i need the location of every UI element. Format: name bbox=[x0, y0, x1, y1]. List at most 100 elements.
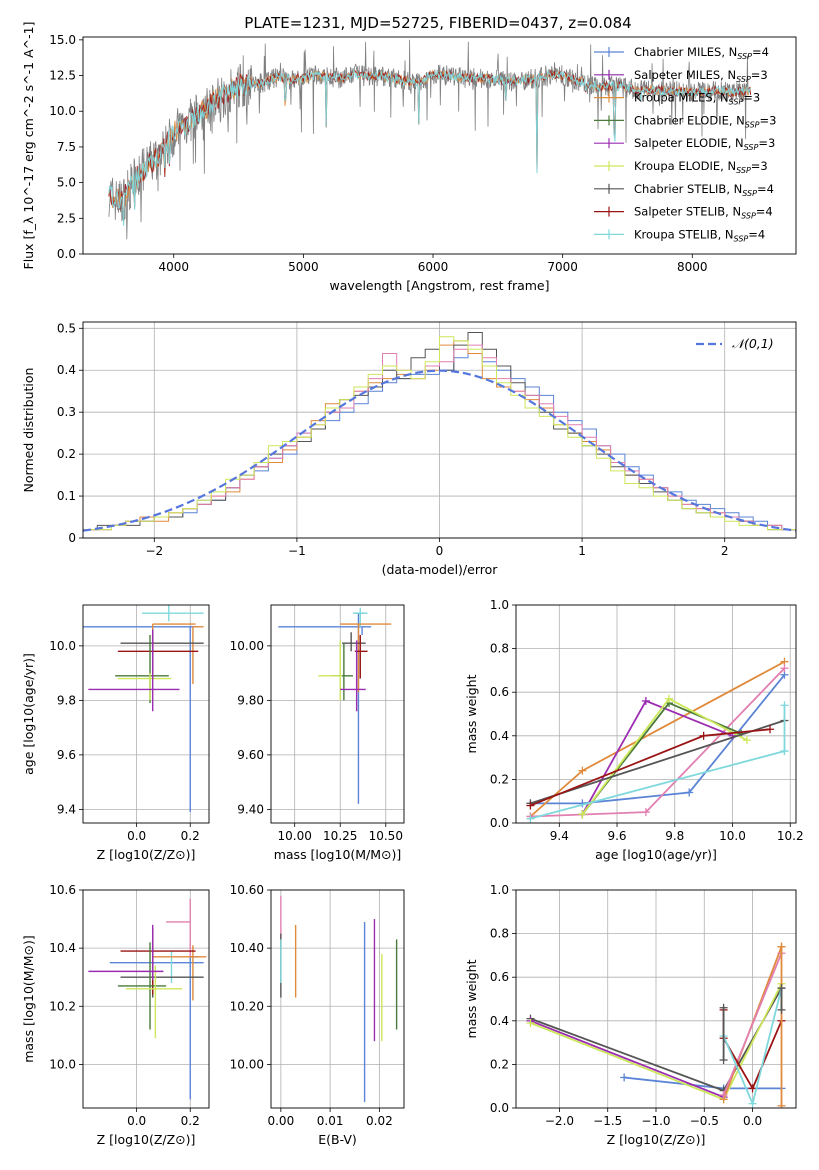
mass-weight-line bbox=[530, 1019, 724, 1098]
legend-label: Kroupa STELIB, NSSP=4 bbox=[634, 227, 765, 243]
y-tick-label: 0.4 bbox=[490, 1014, 509, 1028]
x-tick-label: −2 bbox=[145, 544, 163, 558]
plot-area bbox=[88, 898, 207, 1100]
y-tick-label: 0.8 bbox=[490, 927, 509, 941]
y-tick-label: 9.4 bbox=[57, 802, 76, 816]
axes-frame bbox=[270, 604, 405, 824]
x-tick-label: 10.25 bbox=[323, 829, 357, 843]
x-tick-label: 9.8 bbox=[665, 829, 684, 843]
errorbar-point bbox=[189, 956, 199, 1100]
x-tick-label: 0.02 bbox=[366, 1114, 393, 1128]
y-tick-label: 10.0 bbox=[49, 1057, 76, 1071]
y-tick-label: 10.0 bbox=[49, 639, 76, 653]
y-tick-label: 0.1 bbox=[57, 489, 76, 503]
legend-label-subscript: SSP bbox=[741, 212, 756, 221]
axes-frame bbox=[82, 321, 797, 539]
x-tick-label: 6000 bbox=[418, 260, 449, 274]
x-tick-label: 10.00 bbox=[278, 829, 312, 843]
legend-label: Chabrier ELODIE, NSSP=3 bbox=[634, 113, 776, 129]
legend-label-subscript: SSP bbox=[742, 189, 757, 198]
y-tick-label: 10.4 bbox=[49, 941, 76, 955]
errorbar-point bbox=[141, 605, 204, 622]
y-axis-label: mass [log10(M/M⊙)] bbox=[21, 935, 36, 1063]
mass-weight-line bbox=[530, 750, 785, 820]
legend-label-subscript: SSP bbox=[744, 143, 759, 152]
x-tick-label: −1.5 bbox=[593, 1114, 622, 1128]
axes-frame bbox=[82, 604, 210, 824]
legend-label-value: =4 bbox=[756, 205, 773, 219]
errorbar-point bbox=[166, 898, 191, 957]
x-tick-label: 7000 bbox=[547, 260, 578, 274]
errorbar-point bbox=[342, 632, 366, 652]
axes-frame bbox=[82, 889, 210, 1109]
y-tick-label: 10.40 bbox=[230, 941, 264, 955]
x-tick-label: 5000 bbox=[288, 260, 319, 274]
x-tick-label: 9.4 bbox=[550, 829, 569, 843]
legend-label-text: Kroupa STELIB, N bbox=[634, 227, 734, 241]
legend-label: 𝒩(0,1) bbox=[732, 336, 774, 351]
legend-label-value: =3 bbox=[758, 136, 775, 150]
y-tick-label: 0.6 bbox=[490, 970, 509, 984]
y-tick-label: 0.2 bbox=[490, 1057, 509, 1071]
plot-area bbox=[526, 942, 786, 1108]
errorbar-point bbox=[83, 626, 191, 633]
legend-label: Salpeter STELIB, NSSP=4 bbox=[634, 205, 773, 221]
x-tick-label: 0.00 bbox=[267, 1114, 294, 1128]
y-tick-label: 0.6 bbox=[490, 685, 509, 699]
y-tick-label: 1.0 bbox=[490, 598, 509, 612]
mass-weight-line bbox=[530, 728, 771, 807]
y-tick-label: 0.2 bbox=[57, 447, 76, 461]
x-tick-label: 0.0 bbox=[127, 1114, 146, 1128]
x-axis-label: age [log10(age/yr)] bbox=[595, 847, 717, 862]
errorbar-point bbox=[318, 640, 343, 701]
mass-weight-line bbox=[530, 674, 786, 805]
plot-area bbox=[280, 895, 398, 1103]
axes-frame bbox=[270, 889, 405, 1109]
residuals-panel: −2 −1 0 1 2 0 0.1 0.2 0.3 0.4 0.5 (data-model)/erro… bbox=[21, 321, 797, 577]
y-tick-label: 10.00 bbox=[230, 1057, 264, 1071]
x-tick-label: 2 bbox=[721, 544, 729, 558]
axes-frame bbox=[515, 604, 797, 824]
y-tick-label: 12.5 bbox=[49, 69, 76, 83]
legend-label-subscript: SSP bbox=[745, 120, 760, 129]
legend-label-subscript: SSP bbox=[734, 234, 749, 243]
errorbar-point bbox=[117, 673, 172, 701]
age-vs-mass-panel: 10.00 10.25 10.50 9.40 9.60 9.80 10.00 mass [lo… bbox=[230, 604, 405, 862]
errorbar-point bbox=[192, 626, 204, 685]
errorbar-point bbox=[125, 965, 183, 1039]
errorbar-point bbox=[115, 634, 169, 704]
y-tick-label: 9.6 bbox=[57, 748, 76, 762]
mass-weight-line bbox=[530, 719, 785, 805]
legend-label-value: =4 bbox=[757, 182, 774, 196]
y-tick-label: 0.4 bbox=[490, 729, 509, 743]
errorbar-point bbox=[117, 942, 167, 1030]
errorbar-point bbox=[189, 626, 199, 813]
x-tick-label: 0 bbox=[436, 544, 444, 558]
x-tick-label: 0.0 bbox=[127, 829, 146, 843]
y-tick-label: 1.0 bbox=[490, 883, 509, 897]
x-tick-label: 9.6 bbox=[607, 829, 626, 843]
y-tick-label: 10.6 bbox=[49, 883, 76, 897]
x-tick-label: 0.2 bbox=[181, 1114, 200, 1128]
errorbar-point bbox=[120, 927, 196, 995]
errorbar-point bbox=[340, 623, 392, 693]
y-tick-label: 5.0 bbox=[57, 176, 76, 190]
x-tick-label: 0.0 bbox=[743, 1114, 762, 1128]
plot-area bbox=[108, 39, 752, 240]
mass-weight-vs-metallicity-panel: −2.0 −1.5 −1.0 −0.5 0.0 0.0 0.2 0.4 0.6 0.8 1.0 Z [… bbox=[464, 883, 797, 1147]
y-tick-label: 0.3 bbox=[57, 405, 76, 419]
y-tick-label: 10.0 bbox=[49, 104, 76, 118]
legend-label: Salpeter MILES, NSSP=3 bbox=[634, 68, 768, 84]
y-tick-label: 7.5 bbox=[57, 140, 76, 154]
y-tick-label: 10.00 bbox=[230, 639, 264, 653]
plot-area bbox=[83, 605, 204, 813]
errorbar-point bbox=[340, 640, 366, 712]
x-axis-label: E(B-V) bbox=[318, 1132, 357, 1147]
legend-label: Salpeter ELODIE, NSSP=3 bbox=[634, 136, 775, 152]
legend-label-subscript: SSP bbox=[729, 98, 744, 107]
plot-area bbox=[83, 332, 796, 532]
y-axis-label: Normed distribution bbox=[21, 368, 36, 493]
x-axis-label: Z [log10(Z/Z⊙)] bbox=[97, 847, 196, 862]
y-axis-label: age [log10(age/yr)] bbox=[21, 653, 36, 775]
